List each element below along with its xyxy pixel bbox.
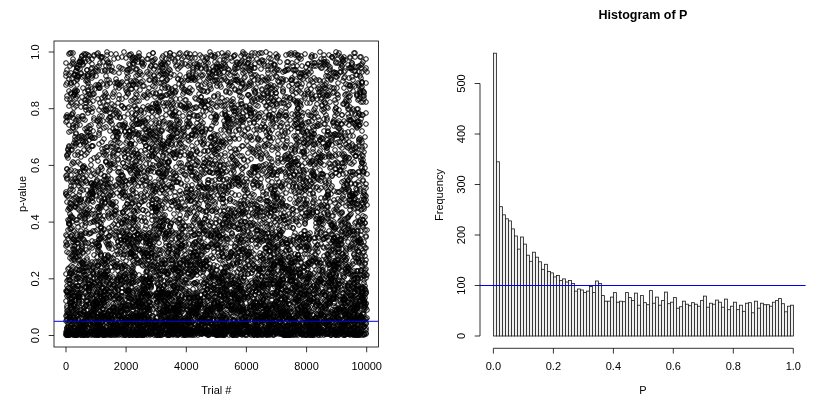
svg-text:0: 0: [63, 360, 69, 372]
svg-text:200: 200: [455, 226, 467, 244]
svg-text:500: 500: [455, 74, 467, 92]
svg-text:4000: 4000: [174, 360, 198, 372]
svg-text:6000: 6000: [234, 360, 258, 372]
svg-text:Histogram of P: Histogram of P: [599, 8, 688, 22]
svg-text:0: 0: [455, 333, 467, 339]
svg-text:2000: 2000: [114, 360, 138, 372]
svg-text:Trial #: Trial #: [201, 384, 232, 396]
svg-text:8000: 8000: [294, 360, 318, 372]
svg-text:p-value: p-value: [16, 176, 28, 212]
svg-text:Frequency: Frequency: [433, 169, 445, 221]
svg-text:P: P: [639, 384, 646, 396]
svg-text:1.0: 1.0: [29, 44, 41, 59]
svg-text:0.0: 0.0: [486, 360, 501, 372]
svg-text:10000: 10000: [351, 360, 382, 372]
svg-text:300: 300: [455, 175, 467, 193]
svg-text:0.2: 0.2: [29, 271, 41, 286]
svg-text:100: 100: [455, 276, 467, 294]
svg-text:0.4: 0.4: [606, 360, 621, 372]
svg-text:0.2: 0.2: [546, 360, 561, 372]
svg-text:0.6: 0.6: [666, 360, 681, 372]
svg-text:0.6: 0.6: [29, 158, 41, 173]
svg-text:0.8: 0.8: [726, 360, 741, 372]
svg-text:0.0: 0.0: [29, 328, 41, 343]
svg-text:1.0: 1.0: [786, 360, 801, 372]
svg-text:0.4: 0.4: [29, 214, 41, 229]
svg-text:400: 400: [455, 125, 467, 143]
svg-text:0.8: 0.8: [29, 101, 41, 116]
